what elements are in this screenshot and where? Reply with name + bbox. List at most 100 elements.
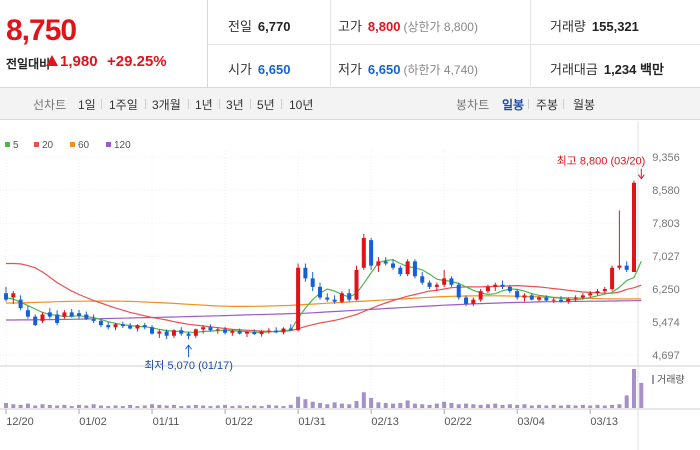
- candle-body: [98, 320, 103, 326]
- current-price: 8,750: [6, 14, 77, 47]
- candle-body: [135, 325, 140, 329]
- candle-body: [456, 284, 461, 298]
- period-3m[interactable]: 3개월: [152, 98, 181, 112]
- candle-body: [624, 265, 629, 270]
- candle-body: [62, 312, 67, 317]
- candle-body: [223, 329, 228, 333]
- candle-body: [369, 240, 374, 266]
- volume-label: 거래량: [550, 19, 586, 34]
- candle-body: [69, 312, 74, 317]
- volume-bar: [244, 406, 249, 408]
- row-divider: [208, 44, 700, 45]
- volume-bar: [464, 403, 469, 408]
- volume-bar: [69, 406, 74, 408]
- volume-bar: [11, 404, 16, 408]
- volume-bar: [142, 405, 147, 408]
- candle-body: [259, 331, 264, 335]
- volume-bar: [215, 405, 220, 408]
- volume-bar: [602, 405, 607, 408]
- volume-cell: 거래량 155,321: [550, 16, 639, 35]
- change-value: 1,980: [60, 53, 98, 70]
- candle-body: [595, 291, 600, 294]
- volume-bar: [566, 404, 571, 408]
- x-tick-label: 03/13: [590, 416, 618, 428]
- volume-bar: [325, 404, 330, 408]
- prev-close-cell: 전일 6,770: [228, 16, 290, 35]
- candle-body: [142, 325, 147, 328]
- volume-bar: [383, 402, 388, 408]
- period-10y[interactable]: 10년: [289, 98, 314, 112]
- period-5y[interactable]: 5년: [257, 98, 275, 112]
- volume-bar: [230, 406, 235, 408]
- low-value: 6,650: [367, 62, 401, 77]
- volume-bar: [281, 406, 286, 408]
- candle-body: [40, 314, 45, 321]
- prev-close-label: 전일: [228, 19, 252, 34]
- candle-body: [310, 278, 315, 287]
- candle-body: [296, 267, 301, 331]
- legend-label-20: 20: [42, 140, 54, 151]
- amount-value: 1,234 백만: [603, 62, 664, 77]
- candle-body: [171, 330, 176, 336]
- candle-body: [580, 295, 585, 298]
- y-tick-label: 7,027: [652, 251, 680, 263]
- period-3y[interactable]: 3년: [226, 98, 244, 112]
- volume-bar: [617, 404, 622, 408]
- x-tick-label: 01/31: [298, 416, 326, 428]
- candle-body: [478, 291, 483, 300]
- x-tick-label: 03/04: [517, 416, 545, 428]
- line-chart-label: 선차트: [33, 98, 67, 112]
- volume-bar: [62, 404, 67, 408]
- legend-swatch-5: [5, 142, 10, 147]
- candle-body: [464, 297, 469, 304]
- y-tick-label: 5,474: [652, 317, 680, 329]
- toolbar-divider: [563, 99, 564, 109]
- y-tick-label: 9,356: [652, 152, 680, 164]
- candle-body: [18, 299, 23, 309]
- x-tick-label: 01/22: [225, 416, 253, 428]
- period-1y[interactable]: 1년: [195, 98, 213, 112]
- candle-body: [420, 276, 425, 283]
- volume-bar: [639, 382, 644, 408]
- x-tick-label: 01/02: [79, 416, 107, 428]
- candle-body: [3, 293, 9, 300]
- candle-body: [120, 324, 125, 326]
- volume-bar: [624, 395, 629, 408]
- volume-bar: [595, 404, 600, 408]
- x-tick-label: 01/11: [153, 416, 180, 428]
- candle-body: [544, 297, 549, 301]
- candle-body: [33, 316, 38, 326]
- volume-bar: [347, 404, 352, 408]
- volume-bar: [55, 405, 60, 408]
- ma60-line: [6, 295, 642, 307]
- candle-body: [434, 284, 439, 287]
- volume-bar: [106, 406, 111, 408]
- volume-bar: [580, 404, 585, 408]
- candle-body: [215, 329, 220, 331]
- low-cell: 저가 6,650 (하한가 4,740): [338, 59, 478, 78]
- period-1d[interactable]: 1일: [78, 98, 96, 112]
- candle-daily[interactable]: 일봉: [502, 98, 525, 112]
- candle-body: [566, 298, 571, 302]
- period-1w[interactable]: 1주일: [109, 98, 138, 112]
- volume-bar: [376, 402, 381, 408]
- candle-body: [339, 293, 344, 302]
- candle-body: [602, 289, 607, 292]
- volume-bar: [398, 402, 403, 408]
- ma120-line: [6, 300, 642, 321]
- volume-bar: [317, 402, 323, 408]
- candle-body: [201, 327, 206, 330]
- candle-weekly[interactable]: 주봉: [536, 98, 559, 112]
- volume-bar: [507, 404, 512, 408]
- candle-body: [274, 330, 279, 333]
- candle-body: [237, 331, 242, 334]
- volume-bar: [500, 404, 505, 408]
- candle-body: [113, 324, 118, 328]
- candle-body: [25, 310, 30, 317]
- candle-body: [558, 299, 563, 302]
- volume-bar: [25, 403, 30, 408]
- volume-bar: [128, 404, 133, 408]
- candle-body: [485, 286, 490, 292]
- volume-bar: [588, 405, 593, 408]
- candle-monthly[interactable]: 월봉: [573, 98, 596, 112]
